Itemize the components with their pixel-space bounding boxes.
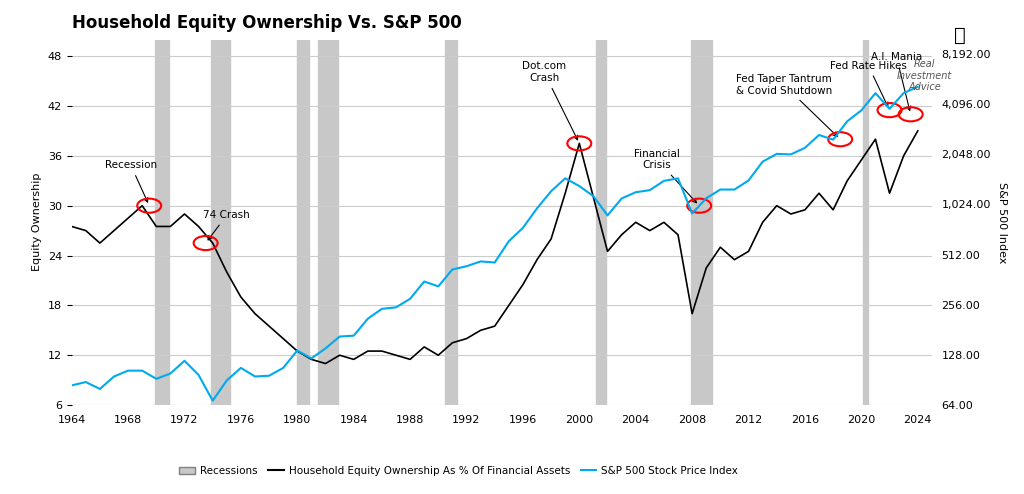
- Legend: Recessions, Household Equity Ownership As % Of Financial Assets, S&P 500 Stock P: Recessions, Household Equity Ownership A…: [175, 462, 742, 480]
- Bar: [863, 40, 868, 405]
- Bar: [211, 40, 229, 405]
- Text: Household Equity Ownership Vs. S&P 500: Household Equity Ownership Vs. S&P 500: [72, 14, 462, 33]
- Text: A.I. Mania: A.I. Mania: [871, 52, 923, 110]
- Bar: [596, 40, 606, 405]
- Text: Fed Taper Tantrum
& Covid Shutdown: Fed Taper Tantrum & Covid Shutdown: [735, 74, 838, 136]
- Text: Dot.com
Crash: Dot.com Crash: [522, 61, 578, 140]
- Y-axis label: S&P 500 Index: S&P 500 Index: [996, 182, 1007, 263]
- Bar: [318, 40, 338, 405]
- Y-axis label: Equity Ownership: Equity Ownership: [32, 173, 42, 272]
- Bar: [297, 40, 308, 405]
- Text: Real
Investment
Advice: Real Investment Advice: [897, 59, 952, 92]
- Bar: [445, 40, 457, 405]
- Text: Recession: Recession: [104, 160, 157, 202]
- Text: Financial
Crisis: Financial Crisis: [634, 149, 696, 203]
- Bar: [155, 40, 169, 405]
- Bar: [691, 40, 712, 405]
- Text: 74 Crash: 74 Crash: [204, 210, 250, 240]
- Text: Fed Rate Hikes: Fed Rate Hikes: [829, 61, 907, 107]
- Text: 🦅: 🦅: [954, 26, 966, 45]
